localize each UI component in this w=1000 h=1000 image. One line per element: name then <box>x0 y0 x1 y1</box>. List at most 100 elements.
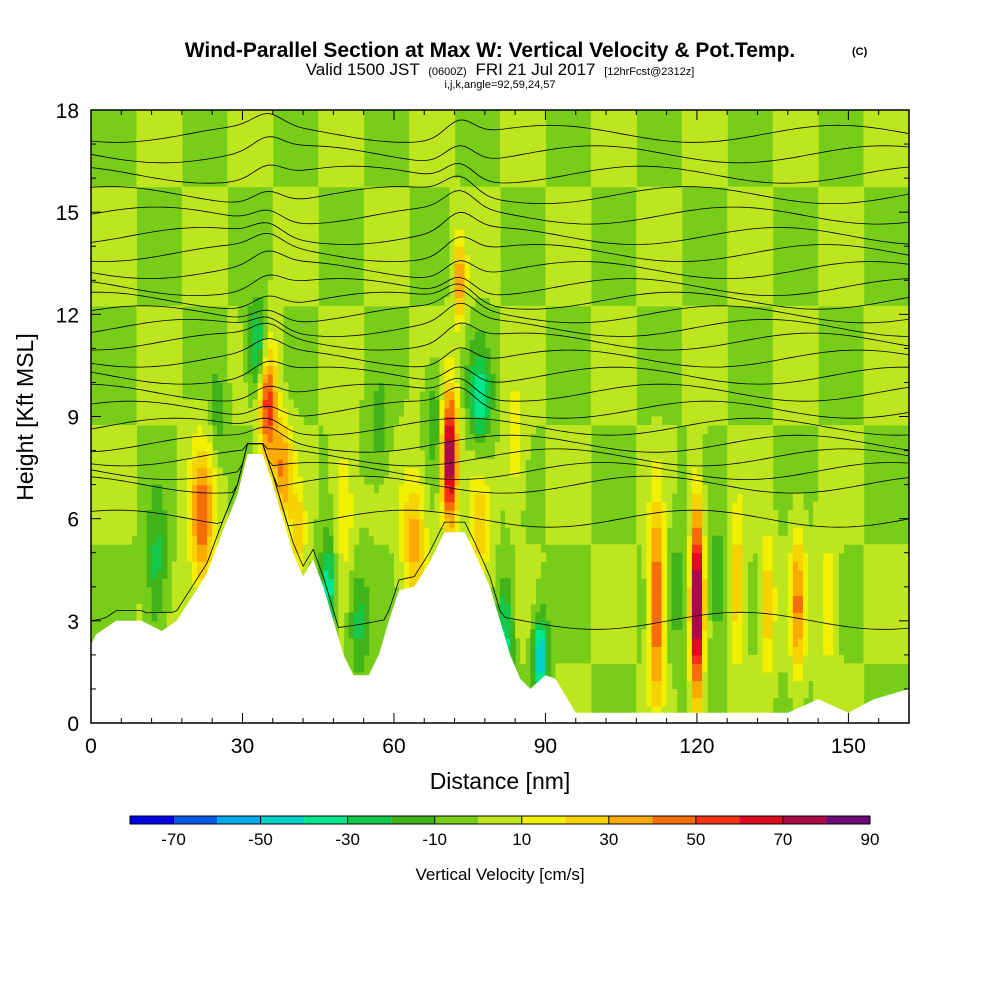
velocity-cell <box>272 484 279 494</box>
velocity-cell <box>227 348 233 358</box>
velocity-cell <box>424 314 430 324</box>
velocity-cell <box>616 561 622 571</box>
velocity-cell <box>525 161 531 171</box>
velocity-cell <box>247 161 254 171</box>
velocity-cell <box>600 586 607 596</box>
velocity-cell <box>484 535 491 545</box>
velocity-cell <box>424 305 430 315</box>
velocity-cell <box>191 203 198 213</box>
velocity-cell <box>459 467 466 477</box>
velocity-cell <box>101 425 107 435</box>
velocity-cell <box>429 544 435 554</box>
velocity-cell <box>469 450 476 460</box>
velocity-cell <box>691 697 698 707</box>
velocity-cell <box>666 297 673 307</box>
velocity-cell <box>207 220 213 230</box>
velocity-cell <box>434 118 441 128</box>
velocity-cell <box>600 322 607 332</box>
velocity-cell <box>494 263 501 273</box>
velocity-cell <box>343 518 350 528</box>
velocity-cell <box>373 407 380 418</box>
velocity-cell <box>616 612 622 622</box>
velocity-cell <box>444 433 451 443</box>
velocity-cell <box>191 518 198 528</box>
velocity-cell <box>353 646 360 656</box>
velocity-cell <box>585 510 592 520</box>
velocity-cell <box>237 144 244 154</box>
velocity-cell <box>217 510 223 520</box>
velocity-cell <box>343 527 350 537</box>
velocity-cell <box>600 127 607 137</box>
velocity-cell <box>575 246 582 256</box>
velocity-cell <box>186 425 193 435</box>
velocity-cell <box>449 127 456 137</box>
velocity-cell <box>101 484 107 494</box>
velocity-cell <box>510 518 516 528</box>
velocity-cell <box>454 178 461 188</box>
velocity-cell <box>696 135 703 145</box>
velocity-cell <box>338 373 345 384</box>
velocity-cell <box>267 399 274 409</box>
velocity-cell <box>484 263 491 273</box>
velocity-cell <box>656 663 663 673</box>
velocity-cell <box>419 161 425 171</box>
velocity-cell <box>247 365 254 375</box>
velocity-cell <box>292 263 299 273</box>
velocity-cell <box>691 493 698 503</box>
velocity-cell <box>404 297 410 307</box>
velocity-cell <box>136 314 143 324</box>
velocity-cell <box>626 144 632 154</box>
velocity-cell <box>303 288 309 298</box>
velocity-cell <box>429 127 435 137</box>
velocity-cell <box>217 527 223 537</box>
velocity-cell <box>616 339 622 349</box>
velocity-cell <box>181 220 188 230</box>
velocity-cell <box>242 382 249 392</box>
velocity-cell <box>298 280 304 290</box>
velocity-cell <box>318 373 324 384</box>
velocity-cell <box>207 527 213 537</box>
velocity-cell <box>186 578 193 588</box>
velocity-cell <box>434 169 441 179</box>
velocity-cell <box>585 280 592 290</box>
velocity-cell <box>641 459 648 469</box>
velocity-cell <box>202 442 208 452</box>
velocity-cell <box>464 459 471 469</box>
velocity-cell <box>227 135 233 145</box>
velocity-cell <box>393 552 400 562</box>
velocity-cell <box>565 518 572 528</box>
velocity-cell <box>535 620 541 630</box>
velocity-cell <box>510 322 516 332</box>
velocity-cell <box>308 527 314 537</box>
velocity-cell <box>434 339 441 349</box>
velocity-cell <box>333 484 340 494</box>
velocity-cell <box>171 305 178 315</box>
velocity-cell <box>338 390 345 401</box>
velocity-cell <box>373 229 380 239</box>
velocity-cell <box>520 399 526 409</box>
velocity-cell <box>252 297 259 307</box>
velocity-cell <box>484 527 491 537</box>
velocity-cell <box>252 399 259 409</box>
velocity-cell <box>575 467 582 477</box>
velocity-cell <box>434 135 441 145</box>
velocity-cell <box>530 646 536 656</box>
velocity-cell <box>323 305 329 315</box>
velocity-cell <box>696 399 703 409</box>
velocity-cell <box>186 433 193 443</box>
velocity-cell <box>631 110 637 120</box>
velocity-cell <box>207 476 213 486</box>
velocity-cell <box>348 178 355 188</box>
velocity-cell <box>661 271 668 281</box>
velocity-cell <box>696 450 703 460</box>
velocity-cell <box>464 493 471 503</box>
velocity-cell <box>186 493 193 503</box>
velocity-cell <box>303 425 309 435</box>
velocity-cell <box>106 527 112 537</box>
velocity-cell <box>91 212 97 222</box>
velocity-cell <box>666 450 673 460</box>
velocity-cell <box>131 195 138 205</box>
velocity-cell <box>611 118 617 128</box>
velocity-cell <box>227 373 233 384</box>
velocity-cell <box>595 348 602 358</box>
